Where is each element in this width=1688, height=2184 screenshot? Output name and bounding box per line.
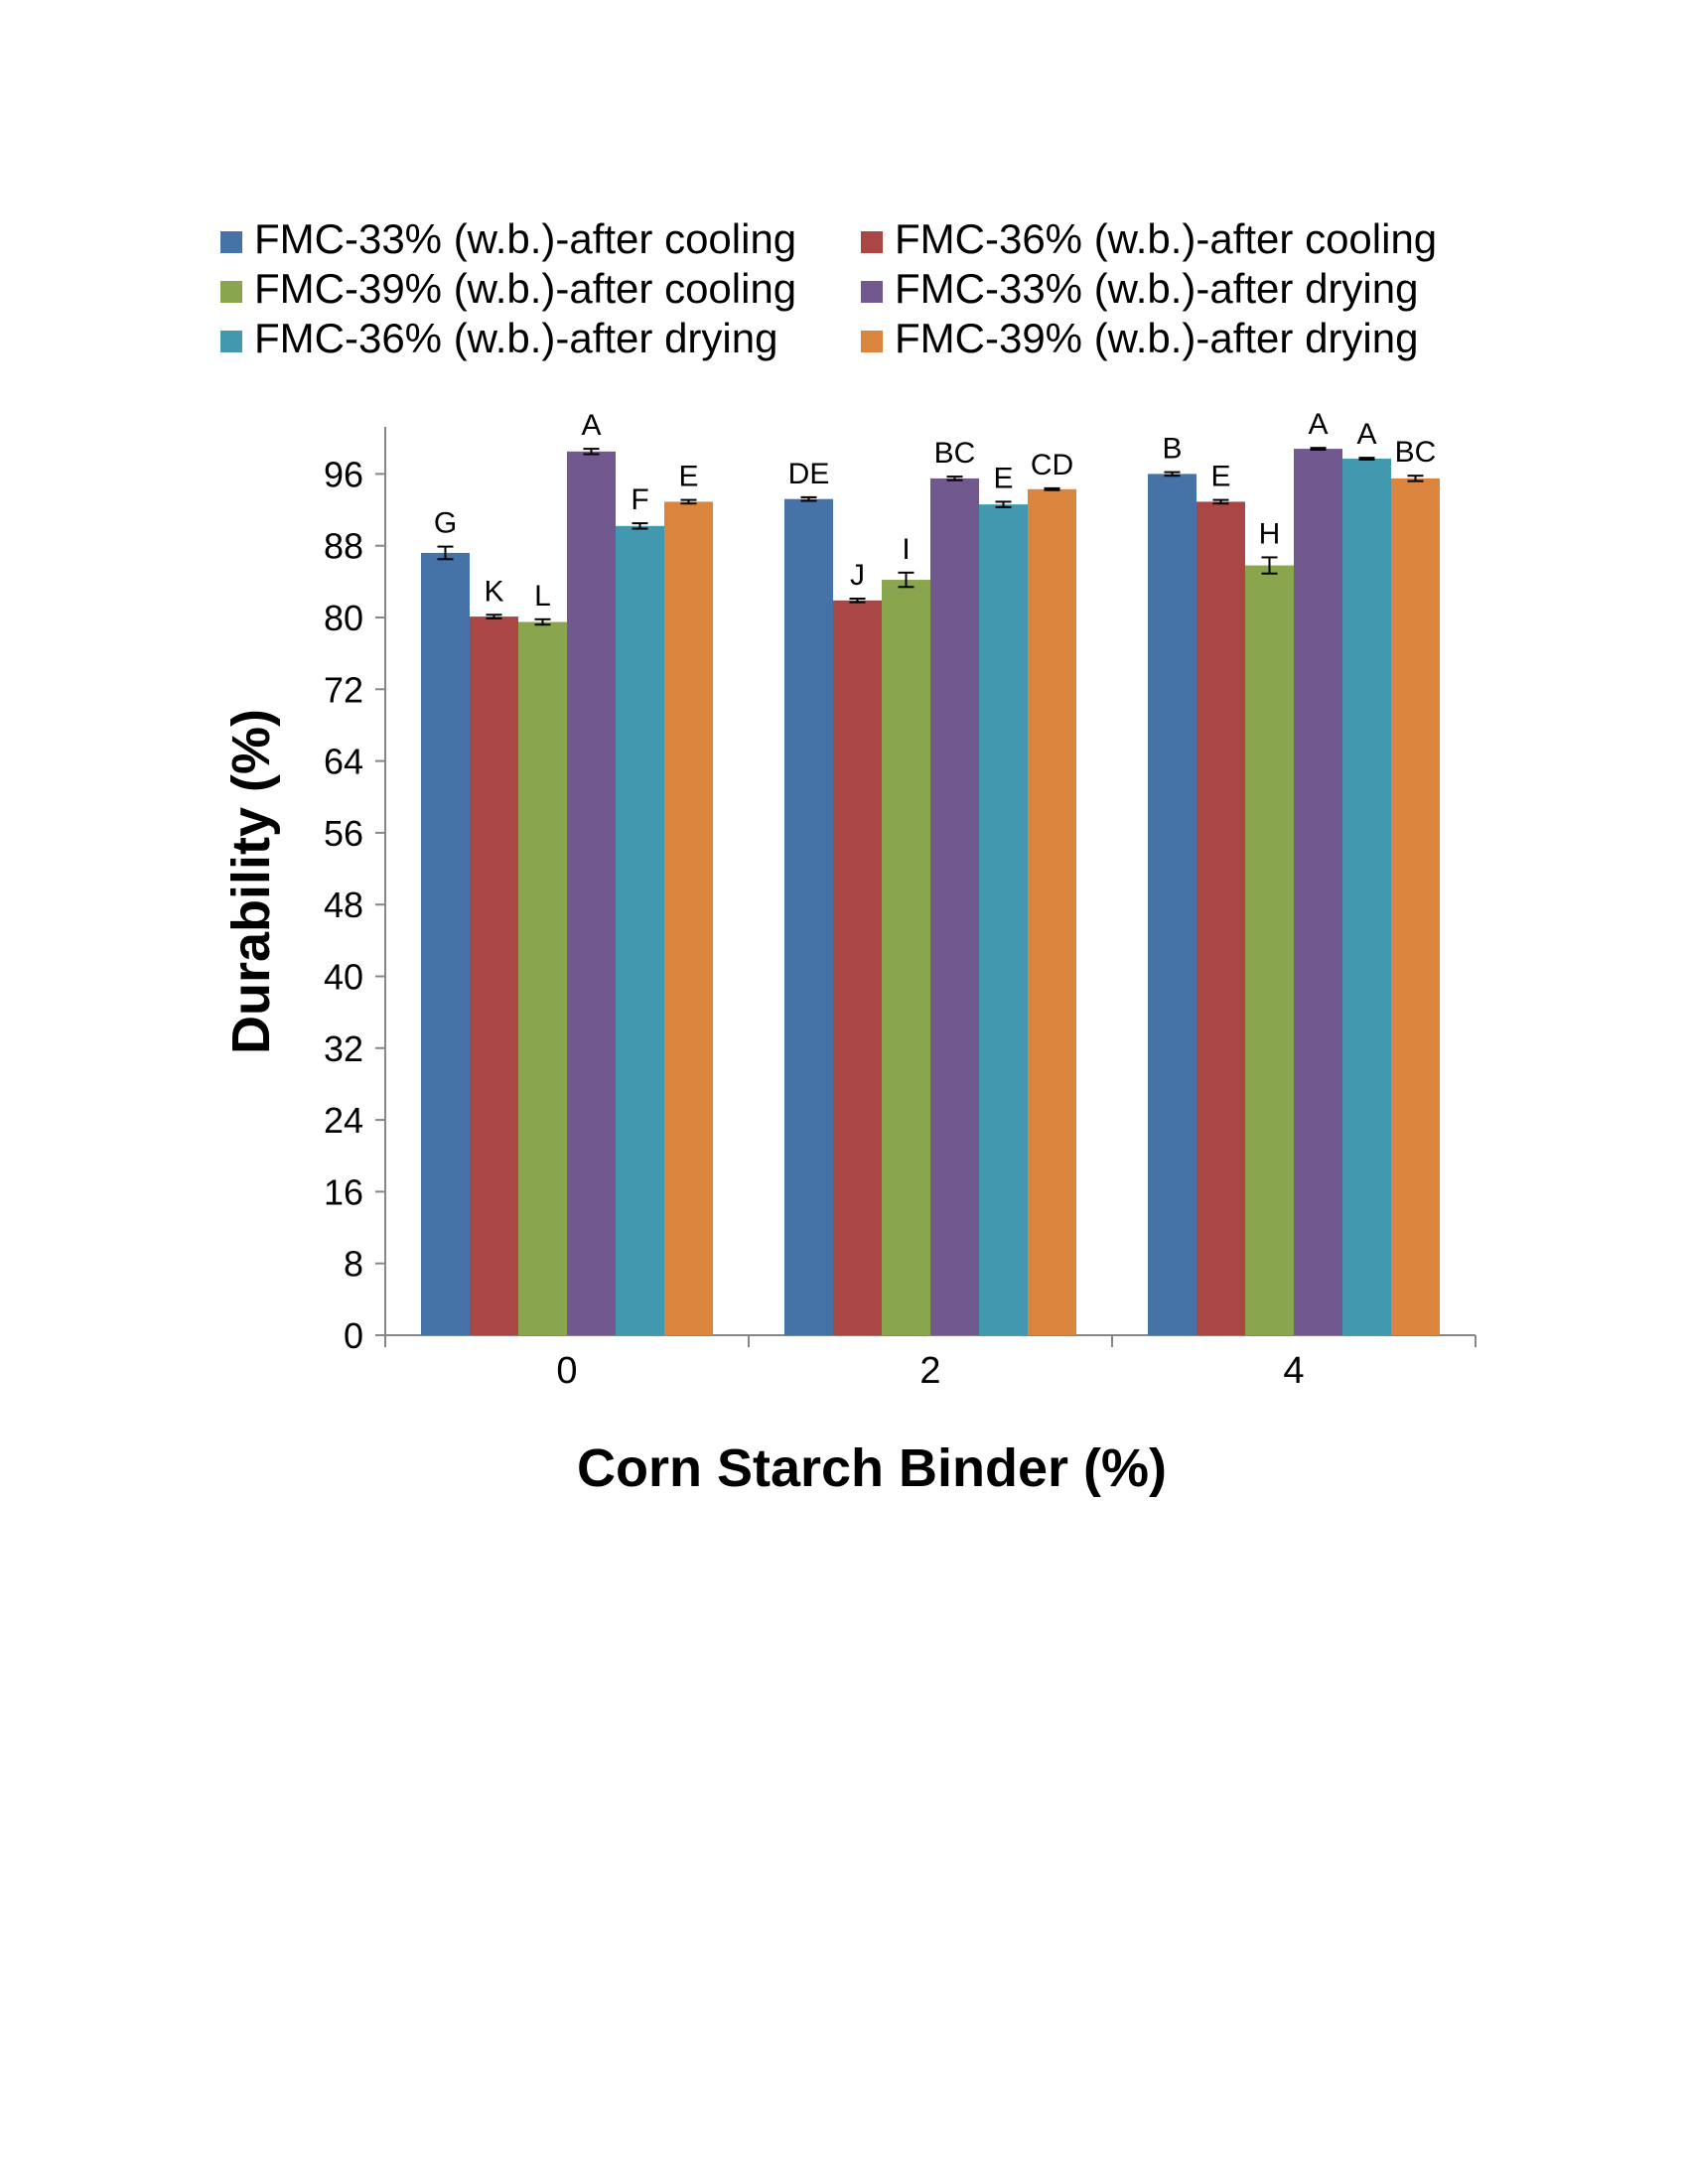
chart-legend: FMC-33% (w.b.)-after cooling FMC-36% (w.b…: [220, 215, 1437, 361]
y-tick-label: 80: [324, 598, 363, 638]
bar: [518, 621, 567, 1335]
bar: [979, 504, 1028, 1335]
significance-letter: H: [1259, 517, 1281, 550]
significance-letter: BC: [1395, 436, 1437, 469]
significance-letter: B: [1162, 433, 1182, 466]
significance-letter: J: [850, 559, 865, 592]
legend-swatch: [861, 331, 883, 352]
y-tick-label: 32: [324, 1028, 363, 1069]
y-tick-label: 88: [324, 526, 363, 567]
y-tick-label: 40: [324, 957, 363, 998]
significance-letter: E: [678, 461, 698, 493]
bar: [1294, 449, 1342, 1336]
significance-letter: L: [534, 580, 551, 613]
y-tick-label: 8: [344, 1244, 363, 1285]
bar: [882, 580, 930, 1335]
y-tick-label: 56: [324, 813, 363, 854]
bar: [616, 525, 664, 1335]
bar: [1342, 459, 1391, 1335]
bar: [664, 501, 713, 1335]
bar: [930, 478, 979, 1335]
legend-label: FMC-36% (w.b.)-after cooling: [895, 215, 1437, 262]
y-tick-label: 72: [324, 669, 363, 710]
y-axis-title: Durability (%): [221, 709, 281, 1054]
legend-label: FMC-36% (w.b.)-after drying: [254, 315, 777, 361]
significance-letter: I: [902, 533, 910, 566]
bar: [470, 616, 518, 1335]
bar: [421, 552, 470, 1335]
y-tick-label: 48: [324, 885, 363, 925]
y-tick-label: 24: [324, 1100, 363, 1141]
x-tick-label: 0: [556, 1350, 577, 1392]
significance-letter: E: [1210, 461, 1230, 493]
significance-letter: K: [484, 575, 503, 608]
chart-bars: [421, 449, 1440, 1336]
x-tick-label: 2: [919, 1350, 940, 1392]
significance-letter: BC: [934, 437, 976, 470]
legend-swatch: [861, 231, 883, 253]
y-axis-ticks: 0 8 16 24 32 40 48 56 64 72 80 88 96: [324, 454, 385, 1356]
bar: [1391, 478, 1440, 1335]
legend-swatch: [220, 231, 242, 253]
significance-letter: G: [434, 507, 457, 540]
x-axis-title: Corn Starch Binder (%): [577, 1438, 1167, 1498]
bar: [1148, 474, 1196, 1335]
significance-letter: A: [1308, 408, 1328, 441]
significance-letter: CD: [1031, 449, 1073, 481]
y-tick-label: 64: [324, 742, 363, 782]
significance-letter: A: [581, 409, 601, 442]
bar: [1028, 488, 1076, 1335]
x-tick-label: 4: [1283, 1350, 1304, 1392]
y-tick-label: 0: [344, 1315, 363, 1356]
legend-swatch: [861, 281, 883, 303]
chart-error-bars: [437, 447, 1424, 626]
significance-letter: E: [993, 462, 1013, 494]
significance-letter: A: [1356, 418, 1376, 451]
x-axis-ticks: 0 2 4: [384, 1335, 1477, 1392]
bar: [567, 451, 616, 1335]
legend-label: FMC-39% (w.b.)-after drying: [895, 315, 1418, 361]
significance-letter: F: [631, 483, 648, 516]
y-tick-label: 96: [324, 454, 363, 494]
legend-label: FMC-39% (w.b.)-after cooling: [254, 265, 796, 312]
legend-swatch: [220, 281, 242, 303]
significance-letter: DE: [788, 458, 830, 490]
legend-label: FMC-33% (w.b.)-after drying: [895, 265, 1418, 312]
bar: [1245, 565, 1294, 1335]
legend-label: FMC-33% (w.b.)-after cooling: [254, 215, 796, 262]
bar: [784, 498, 833, 1336]
y-tick-label: 16: [324, 1171, 363, 1212]
legend-swatch: [220, 331, 242, 352]
bar: [1196, 501, 1245, 1335]
bar: [833, 600, 882, 1335]
